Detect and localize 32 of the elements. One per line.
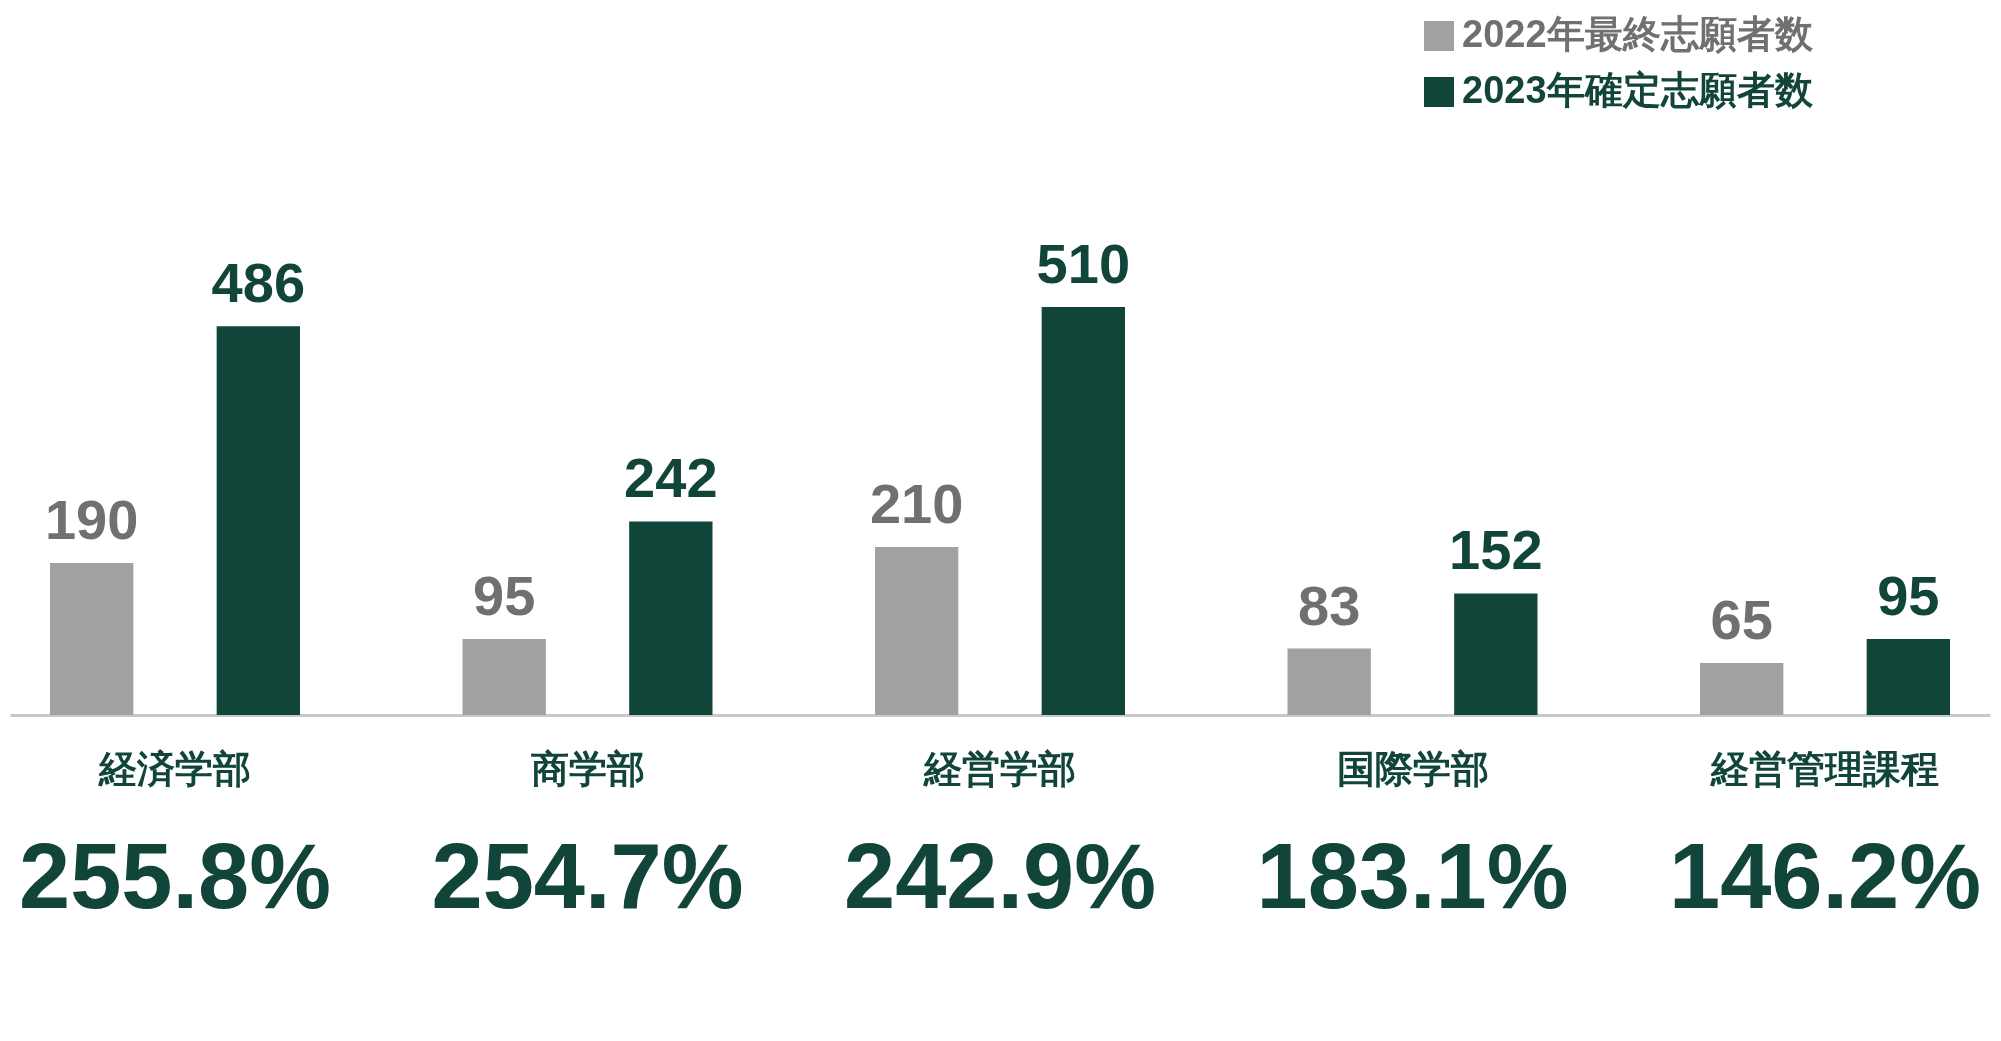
bar xyxy=(462,639,546,715)
x-tick-label: 商学部 xyxy=(530,747,645,790)
data-label: 83 xyxy=(1298,573,1361,637)
data-label: 210 xyxy=(869,472,964,535)
data-label: 190 xyxy=(44,488,139,551)
bar xyxy=(1866,639,1950,715)
bar xyxy=(629,521,713,715)
bar xyxy=(1700,663,1784,715)
bar xyxy=(1041,307,1125,715)
x-tick-label: 国際学部 xyxy=(1336,747,1489,790)
text: 254.7% xyxy=(431,825,744,927)
text: 146.2% xyxy=(1668,825,1982,927)
bar xyxy=(50,563,134,715)
data-label: 95 xyxy=(473,564,536,627)
text: 183.1% xyxy=(1256,825,1569,927)
legend-label: 2022年最終志願者数 xyxy=(1462,13,1814,55)
x-tick-label: 経営学部 xyxy=(923,747,1076,790)
data-label: 65 xyxy=(1710,588,1773,651)
text: 255.8% xyxy=(18,825,332,927)
data-label: 152 xyxy=(1449,518,1543,582)
legend-label: 2023年確定志願者数 xyxy=(1462,69,1814,111)
data-label: 95 xyxy=(1877,564,1940,627)
text: 242.9% xyxy=(843,825,1157,927)
bar xyxy=(875,547,959,715)
data-label: 486 xyxy=(211,251,306,315)
bar xyxy=(1454,593,1538,715)
bar xyxy=(216,326,300,715)
data-label: 510 xyxy=(1036,232,1131,295)
bar xyxy=(1287,648,1371,715)
x-tick-label: 経済学部 xyxy=(98,747,251,790)
data-label: 242 xyxy=(624,446,718,510)
x-tick-label: 経営管理課程 xyxy=(1710,747,1939,790)
